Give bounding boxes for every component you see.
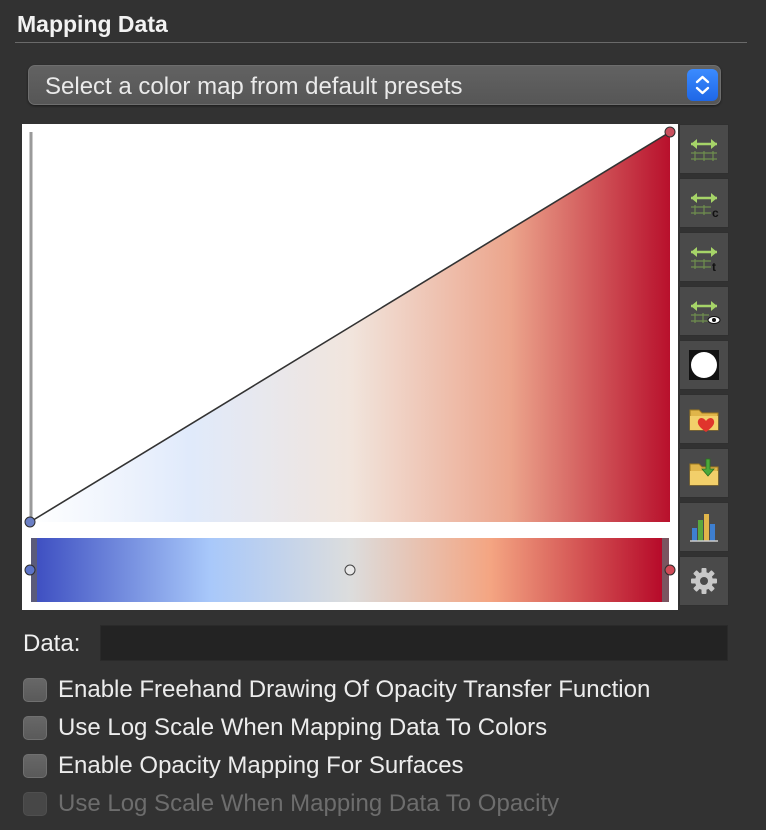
rescale-over-time-button[interactable]: t (679, 232, 729, 282)
invert-transfer-function-icon (689, 350, 719, 380)
section-title: Mapping Data (17, 11, 168, 37)
color-control-point[interactable] (664, 564, 676, 576)
freehand-opacity-checkbox-row[interactable]: Enable Freehand Drawing Of Opacity Trans… (23, 674, 650, 706)
gear-icon (691, 568, 717, 594)
advanced-settings-button[interactable] (679, 556, 729, 606)
rescale-to-custom-range-icon: c (691, 193, 719, 218)
rescale-to-visible-range-icon (691, 301, 721, 324)
checkbox-label: Use Log Scale When Mapping Data To Color… (58, 714, 548, 741)
select-stepper-icon[interactable] (687, 69, 718, 101)
data-value-field[interactable] (100, 625, 728, 661)
opacity-mapping-surfaces-checkbox-row[interactable]: Enable Opacity Mapping For Surfaces (23, 750, 464, 782)
color-transfer-bar[interactable] (24, 538, 676, 602)
color-midpoint-handle[interactable] (344, 564, 356, 576)
section-divider (15, 42, 747, 43)
save-preset-icon (689, 458, 719, 486)
rescale-over-time-icon: t (691, 247, 717, 272)
transfer-function-editor[interactable] (22, 124, 678, 610)
opacity-control-point[interactable] (664, 126, 676, 138)
color-control-point[interactable] (24, 564, 36, 576)
compute-data-histogram-icon (690, 514, 718, 542)
save-preset-button[interactable] (679, 448, 729, 498)
freehand-opacity-checkbox[interactable] (23, 678, 47, 702)
rescale-to-custom-range-button[interactable]: c (679, 178, 729, 228)
invert-transfer-function-button[interactable] (679, 340, 729, 390)
preset-select-value: Select a color map from default presets (45, 73, 463, 100)
rescale-to-visible-range-button[interactable] (679, 286, 729, 336)
checkbox-label: Use Log Scale When Mapping Data To Opaci… (58, 790, 560, 817)
choose-preset-button[interactable] (679, 394, 729, 444)
compute-data-histogram-button[interactable] (679, 502, 729, 552)
data-label: Data: (23, 630, 81, 657)
log-scale-opacity-checkbox-row: Use Log Scale When Mapping Data To Opaci… (23, 788, 559, 820)
choose-preset-icon (689, 409, 719, 432)
opacity-function-plot[interactable] (24, 126, 676, 528)
opacity-mapping-surfaces-checkbox[interactable] (23, 754, 47, 778)
rescale-to-data-range-button[interactable] (679, 124, 729, 174)
checkbox-label: Enable Freehand Drawing Of Opacity Trans… (58, 676, 651, 703)
opacity-control-point[interactable] (24, 516, 36, 528)
checkbox-label: Enable Opacity Mapping For Surfaces (58, 752, 464, 779)
log-scale-colors-checkbox[interactable] (23, 716, 47, 740)
svg-text:c: c (712, 206, 719, 218)
log-scale-opacity-checkbox (23, 792, 47, 816)
opacity-function-line (29, 131, 671, 523)
log-scale-colors-checkbox-row[interactable]: Use Log Scale When Mapping Data To Color… (23, 712, 547, 744)
rescale-to-data-range-icon (691, 139, 717, 161)
svg-text:t: t (712, 260, 716, 272)
color-map-preset-select[interactable]: Select a color map from default presets (28, 65, 721, 105)
